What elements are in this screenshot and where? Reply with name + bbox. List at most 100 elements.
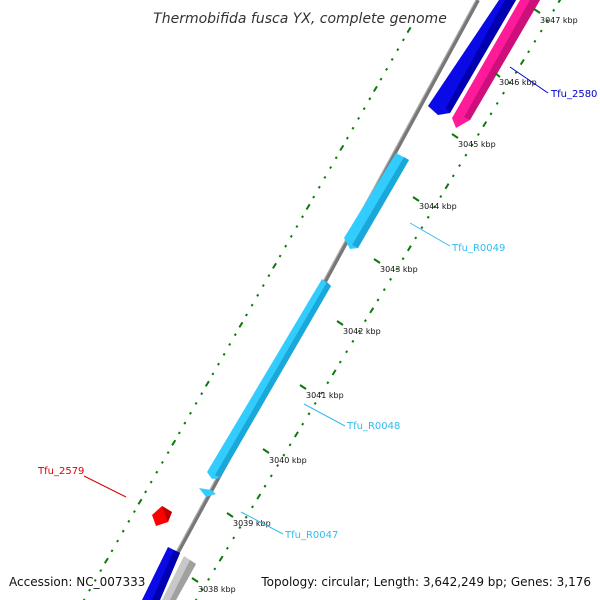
pseudo-feature-bottom[interactable] (162, 556, 196, 600)
tick-dot (385, 67, 389, 71)
cds-reverse-top[interactable] (452, 0, 540, 128)
tick-dot (103, 557, 109, 564)
rna-feature-r0047[interactable] (199, 488, 216, 497)
tick-dot (99, 569, 103, 573)
tick-dot (256, 493, 262, 500)
tick-dot (317, 185, 321, 189)
tick-dot (263, 484, 267, 488)
tick-dot (338, 360, 342, 364)
tick-dot (232, 536, 236, 540)
tick-markers (191, 8, 541, 583)
tick-dot (222, 352, 226, 356)
tick-dot (508, 81, 512, 85)
accession-text: Accession: NC_007333 (9, 575, 145, 589)
tick-dot (482, 121, 488, 128)
rna-feature-r0048[interactable] (207, 279, 331, 479)
tick-dot (406, 26, 412, 34)
tick-dot (295, 225, 299, 229)
tick-label: 3039 kbp (233, 519, 271, 528)
tick-dot (251, 505, 254, 509)
gene-label-tfu-r0047[interactable]: Tfu_R0047 (284, 530, 338, 541)
tick-dot (339, 144, 345, 152)
gene-label-tfu2580[interactable]: Tfu_2580 (550, 89, 597, 100)
cds-forward-top[interactable] (428, 0, 516, 115)
tick-dot (166, 451, 170, 455)
tick-dot (272, 262, 277, 269)
tick-dot (495, 101, 499, 105)
tick-dot (420, 226, 424, 230)
tick-label: 3046 kbp (499, 78, 537, 87)
tick-dot (357, 116, 361, 120)
tick-dot (552, 8, 556, 12)
tick-dot (502, 91, 505, 95)
tick-label: 3040 kbp (269, 456, 307, 465)
tick-dot (320, 391, 323, 395)
tick-dot (110, 549, 114, 553)
tick-dot (539, 29, 543, 33)
tick-dot (545, 19, 549, 23)
tick-dot (433, 205, 436, 209)
tick-dot (155, 470, 159, 474)
tick-dot (305, 203, 311, 211)
tick-label: 3041 kbp (306, 391, 344, 400)
tick-dot (207, 577, 211, 581)
tick-dot (363, 319, 367, 323)
tick-dot (395, 267, 399, 271)
tick-dot (331, 369, 337, 376)
tick-dot (301, 422, 305, 426)
tick-dot (149, 480, 153, 484)
tick-dot (93, 578, 97, 582)
tick-dot (489, 112, 493, 116)
tick-dot (379, 77, 383, 81)
gene-label-tfu-r0048[interactable]: Tfu_R0048 (346, 421, 400, 432)
gene-leader-lines (83, 66, 549, 535)
tick-dot (557, 0, 562, 4)
tick-dot (238, 321, 244, 328)
rna-feature-r0049[interactable] (344, 153, 409, 249)
tick-dot (368, 97, 372, 101)
tick-dot (160, 460, 164, 464)
tick-dot (389, 277, 393, 281)
gene-label-tfu2579[interactable]: Tfu_2579 (37, 466, 84, 477)
tick-dot (390, 57, 394, 61)
tick-dot (362, 107, 366, 111)
tick-dot (204, 380, 210, 387)
tick-dot (282, 453, 286, 457)
tick-dot (293, 431, 299, 438)
tick-dot (307, 412, 311, 416)
tick-dots (82, 0, 562, 600)
tick-label: 3047 kbp (540, 16, 578, 25)
tick-dot (267, 274, 271, 278)
tick-dot (323, 175, 327, 179)
tick-dot (444, 183, 450, 190)
tick-dot (245, 313, 248, 317)
tick-dot (396, 48, 400, 52)
tick-dot (194, 598, 198, 600)
tick-dot (533, 39, 537, 43)
tick-dot (376, 298, 380, 302)
tick-dot (244, 515, 248, 519)
tick-dot (401, 38, 405, 42)
tick-dot (121, 529, 125, 533)
tick-dot (200, 392, 204, 396)
tick-dot (218, 555, 224, 562)
tick-dot (171, 439, 177, 446)
tick-label: 3038 kbp (198, 585, 236, 594)
tick-dot (256, 293, 260, 297)
tick-dot (476, 132, 480, 136)
tick-dot (313, 401, 317, 405)
gene-label-tfu-r0049[interactable]: Tfu_R0049 (451, 243, 505, 254)
tick-dot (372, 85, 378, 93)
tick-dot (329, 166, 333, 170)
tick-dot (127, 519, 131, 523)
tick-dot (177, 431, 181, 435)
cds-forward-bottom[interactable] (142, 547, 180, 600)
feature-tfu2579[interactable] (152, 506, 172, 526)
tick-dot (451, 174, 455, 178)
tick-dot (519, 58, 525, 66)
tick-dot (414, 236, 418, 240)
tick-dot (233, 333, 237, 337)
tick-dot (382, 288, 386, 292)
tick-dot (345, 350, 349, 354)
